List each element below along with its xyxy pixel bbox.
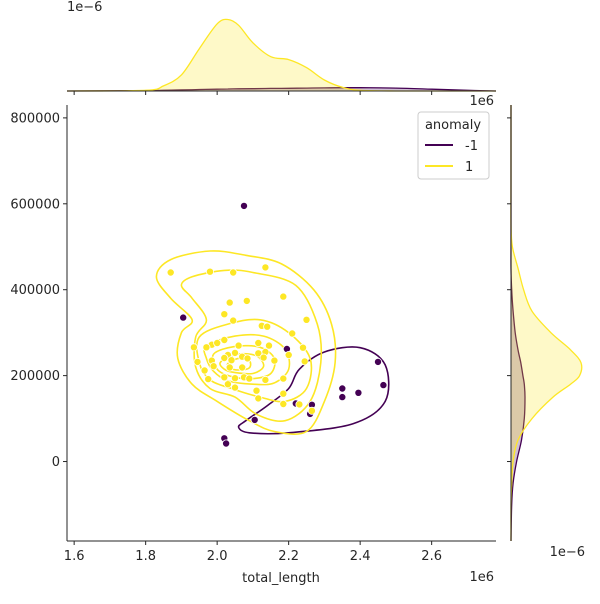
scatter-point-pos1 <box>209 362 218 371</box>
scatter-point-pos1 <box>279 292 288 301</box>
top-marginal-scale-label: 1e−6 <box>67 0 102 15</box>
scatter-point-pos1 <box>254 394 263 403</box>
scatter-point-neg1 <box>354 388 363 397</box>
scatter-point-pos1 <box>220 373 229 382</box>
scatter-point-pos1 <box>242 296 251 305</box>
scatter-point-neg1 <box>373 357 382 366</box>
right-marginal-fill-neg1 <box>510 105 525 541</box>
scatter-point-pos1 <box>230 374 239 383</box>
y-tick-label: 0 <box>52 455 60 470</box>
x-tick-label: 2.4 <box>350 549 371 564</box>
scatter-point-pos1 <box>261 263 270 272</box>
scatter-point-pos1 <box>189 343 198 352</box>
legend-frame <box>417 111 490 180</box>
scatter-point-neg1 <box>338 384 347 393</box>
x-tick-label: 2.0 <box>207 549 228 564</box>
scatter-point-pos1 <box>229 316 238 325</box>
scatter-point-pos1 <box>288 329 297 338</box>
y-tick-label: 600000 <box>10 197 60 212</box>
scatter-point-pos1 <box>220 335 229 344</box>
y-offset-label: 1e6 <box>469 94 494 109</box>
x-ticks: 1.6 1.8 2.0 2.2 2.4 2.6 <box>64 541 442 564</box>
scatter-point-pos1 <box>245 374 254 383</box>
y-tick-label: 400000 <box>10 283 60 298</box>
y-tick-label: 200000 <box>10 369 60 384</box>
scatter-point-pos1 <box>298 343 307 352</box>
scatter-point-pos1 <box>227 356 236 365</box>
scatter-point-pos1 <box>252 386 261 395</box>
scatter-point-pos1 <box>243 354 252 363</box>
scatter-point-pos1 <box>230 348 239 357</box>
scatter-point-pos1 <box>279 389 288 398</box>
scatter-point-pos1 <box>205 267 214 276</box>
scatter-point-pos1 <box>264 341 273 350</box>
scatter-point-pos1 <box>229 268 238 277</box>
right-marginal-density <box>507 105 583 542</box>
legend: anomaly -1 1 <box>417 111 490 180</box>
scatter-point-pos1 <box>200 366 209 375</box>
top-marginal-fill-pos1 <box>67 19 496 92</box>
x-axis-title: total_length <box>242 571 320 586</box>
scatter-point-pos1 <box>279 399 288 408</box>
scatter-points <box>166 201 388 448</box>
scatter-point-pos1 <box>254 338 263 347</box>
kde-contour-neg1-0 <box>237 346 390 435</box>
scatter-point-pos1 <box>259 353 268 362</box>
scatter-point-neg1 <box>250 415 259 424</box>
kde-contour-pos1-1 <box>180 269 323 423</box>
axes <box>66 105 496 542</box>
scatter-point-pos1 <box>234 341 243 350</box>
scatter-point-neg1 <box>338 393 347 402</box>
kde-contours <box>155 250 390 435</box>
x-tick-label: 2.6 <box>421 549 442 564</box>
scatter-point-pos1 <box>225 298 234 307</box>
scatter-point-pos1 <box>284 350 293 359</box>
scatter-point-pos1 <box>204 375 213 384</box>
scatter-point-pos1 <box>254 349 263 358</box>
top-marginal-line-neg1 <box>66 87 497 92</box>
scatter-point-pos1 <box>225 363 234 372</box>
legend-label-neg1: -1 <box>465 139 478 154</box>
right-marginal-line-pos1 <box>510 105 583 542</box>
scatter-point-pos1 <box>263 322 272 331</box>
x-offset-label: 1e6 <box>469 570 494 585</box>
y-ticks: 0 200000 400000 600000 800000 <box>10 111 67 470</box>
scatter-point-pos1 <box>261 375 270 384</box>
x-tick-label: 2.2 <box>278 549 299 564</box>
scatter-point-neg1 <box>222 439 231 448</box>
scatter-point-pos1 <box>230 383 239 392</box>
scatter-point-pos1 <box>300 357 309 366</box>
x-tick-label: 1.6 <box>64 549 85 564</box>
scatter-point-neg1 <box>239 201 248 210</box>
scatter-point-pos1 <box>223 380 232 389</box>
scatter-point-pos1 <box>295 400 304 409</box>
scatter-point-pos1 <box>213 338 222 347</box>
x-tick-label: 1.8 <box>135 549 156 564</box>
scatter-point-pos1 <box>202 343 211 352</box>
right-marginal-fill-pos1 <box>510 105 582 541</box>
scatter-point-pos1 <box>220 310 229 319</box>
y-tick-label: 800000 <box>10 111 60 126</box>
scatter-point-pos1 <box>238 363 247 372</box>
kde-contour-pos1-0 <box>155 250 337 435</box>
scatter-point-pos1 <box>270 356 279 365</box>
scatter-point-pos1 <box>193 357 202 366</box>
scatter-point-pos1 <box>279 374 288 383</box>
top-marginal-density <box>66 18 497 95</box>
scatter-point-pos1 <box>166 268 175 277</box>
right-marginal-scale-label: 1e−6 <box>550 545 585 560</box>
legend-title: anomaly <box>425 118 481 133</box>
scatter-point-pos1 <box>307 406 316 415</box>
scatter-point-neg1 <box>379 381 388 390</box>
scatter-point-neg1 <box>179 313 188 322</box>
scatter-point-pos1 <box>220 353 229 362</box>
legend-label-1: 1 <box>465 160 473 175</box>
scatter-point-pos1 <box>302 315 311 324</box>
